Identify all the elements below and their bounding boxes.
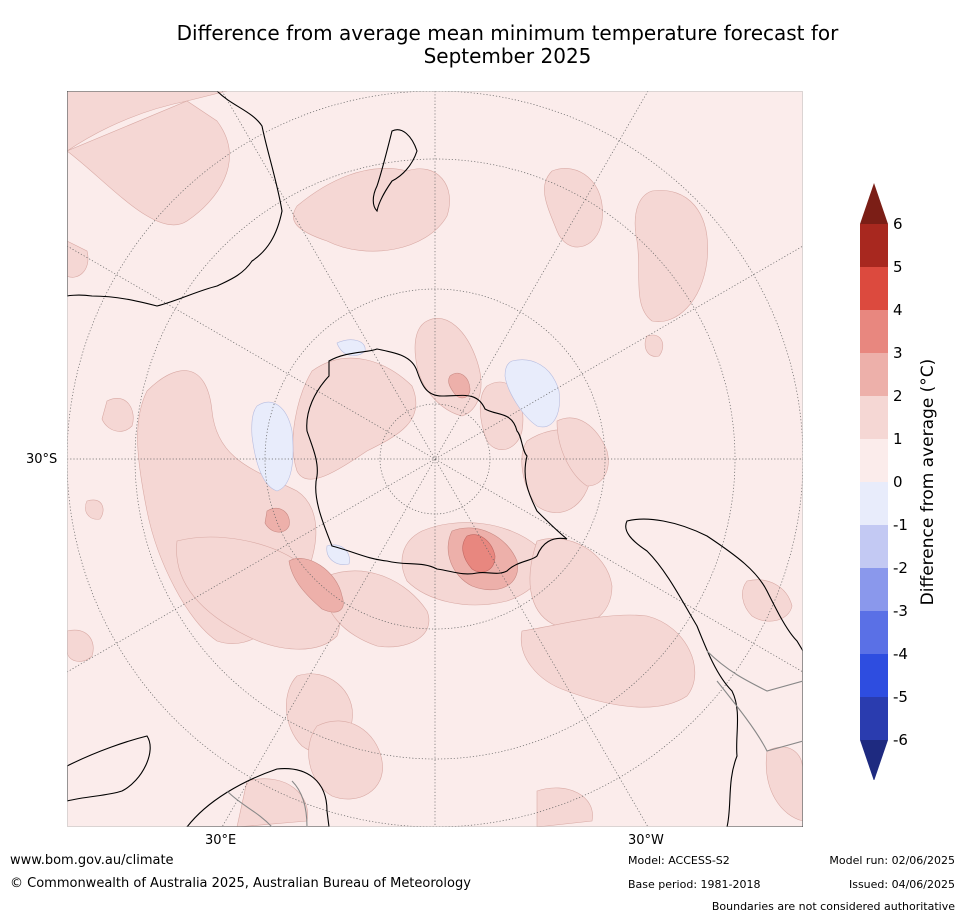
title-line-2: September 2025 [423,44,592,68]
colorbar-segment [860,482,888,525]
anomaly-minus-1-to-0-regions [251,339,560,565]
colorbar-tick-label: 6 [893,215,903,233]
australia-coastline [67,91,283,307]
chart-title: Difference from average mean minimum tem… [60,22,955,68]
colorbar-tick-label: -2 [893,559,908,577]
antarctica-coastline [306,348,568,575]
forecast-map [67,91,803,827]
colorbar-tick-label: -4 [893,645,908,663]
colorbar-tick-label: 3 [893,344,903,362]
colorbar-segment [860,224,888,267]
new-zealand-coastline [372,129,418,213]
colorbar-segment [860,267,888,310]
footer-issued: Issued: 04/06/2025 [848,878,955,891]
map-border [67,91,803,827]
colorbar-tick-label: 0 [893,473,903,491]
footer-copyright: © Commonwealth of Australia 2025, Austra… [10,876,471,891]
lon-label-30e: 30°E [205,833,237,848]
colorbar [860,183,888,780]
colorbar-extend-top [860,183,888,224]
colorbar-segment [860,525,888,568]
lat-label-30s: 30°S [26,452,58,467]
anomaly-3-to-4-regions [462,534,496,573]
africa-coastline [67,735,330,827]
colorbar-segment [860,568,888,611]
colorbar-segment [860,353,888,396]
lon-label-30w: 30°W [628,833,664,848]
colorbar-tick-label: 2 [893,387,903,405]
colorbar-tick-label: -3 [893,602,908,620]
colorbar-segment [860,439,888,482]
colorbar-tick-label: -5 [893,688,908,706]
colorbar-tick-label: 5 [893,258,903,276]
colorbar-segment [860,697,888,740]
colorbar-tick-label: -1 [893,516,908,534]
south-america-borders [706,650,803,752]
colorbar-tick-label: -6 [893,731,908,749]
footer-base-period: Base period: 1981-2018 [628,878,761,891]
colorbar-tick-label: 1 [893,430,903,448]
colorbar-segment [860,396,888,439]
footer-disclaimer: Boundaries are not considered authoritat… [711,900,955,913]
footer-model: Model: ACCESS-S2 [628,854,730,867]
footer-model-run: Model run: 02/06/2025 [829,854,955,867]
africa-borders [226,780,308,827]
graticule [67,91,803,827]
anomaly-1-to-2-regions [67,91,803,827]
colorbar-title: Difference from average (°C) [918,358,938,606]
colorbar-extend-bottom [860,740,888,780]
colorbar-segment [860,310,888,353]
colorbar-tick-label: 4 [893,301,903,319]
south-america-coastline [625,518,803,827]
title-line-1: Difference from average mean minimum tem… [176,21,839,45]
colorbar-segment [860,611,888,654]
colorbar-segment [860,654,888,697]
footer-website: www.bom.gov.au/climate [10,853,174,868]
map-svg [67,91,803,827]
colorbar-segments [860,183,888,780]
